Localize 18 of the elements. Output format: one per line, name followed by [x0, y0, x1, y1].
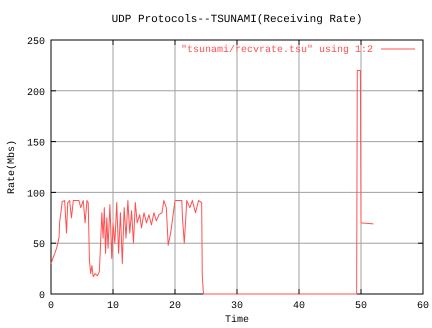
- x-tick-label: 60: [416, 301, 430, 312]
- chart-title: UDP Protocols--TSUNAMI(Receiving Rate): [112, 14, 362, 26]
- x-tick-label: 50: [354, 301, 368, 312]
- x-tick-label: 10: [106, 301, 120, 312]
- y-tick-label: 250: [26, 37, 45, 48]
- x-tick-label: 20: [168, 301, 182, 312]
- x-axis-title: Time: [224, 314, 250, 326]
- line-series: [50, 70, 374, 294]
- legend-label: "tsunami/recvrate.tsu" using 1:2: [180, 44, 373, 56]
- x-tick-label: 40: [292, 301, 306, 312]
- y-axis-title: Rate(Mbs): [6, 140, 18, 194]
- y-tick-label: 0: [38, 291, 45, 302]
- y-tick-label: 200: [26, 88, 45, 99]
- x-tick-label: 0: [48, 301, 54, 312]
- y-tick-label: 150: [26, 138, 45, 150]
- y-tick-label: 50: [32, 240, 45, 252]
- y-tick-label: 100: [26, 189, 45, 200]
- x-tick-label: 30: [230, 301, 244, 312]
